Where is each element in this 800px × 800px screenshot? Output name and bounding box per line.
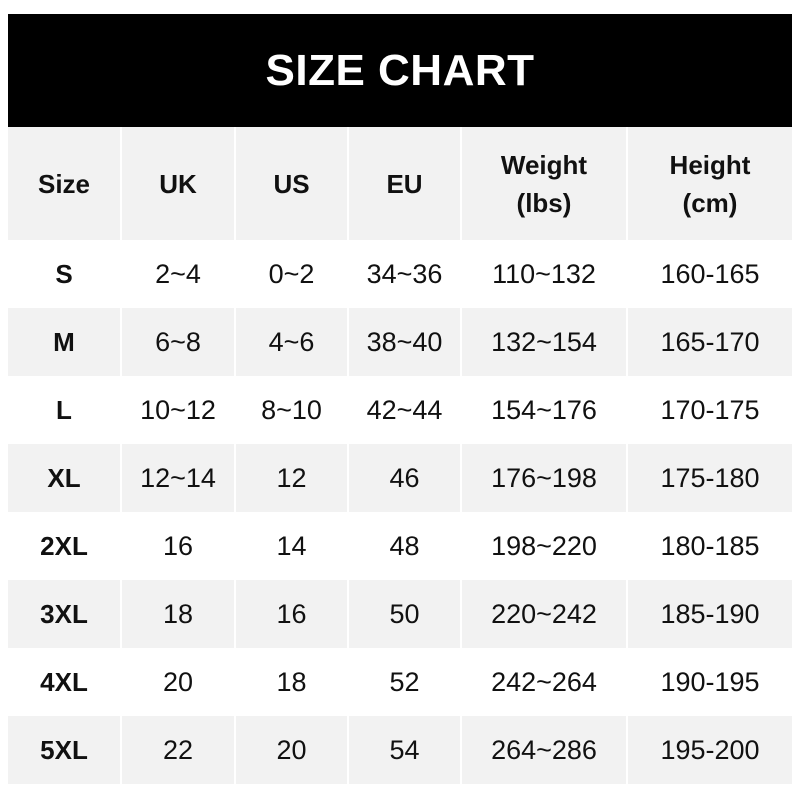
column-header-text: UK (159, 168, 197, 199)
column-header: Size (8, 127, 121, 240)
table-cell: 190-195 (626, 648, 792, 716)
size-label: XL (47, 462, 81, 493)
header-row: Size UK US EU Weight (lbs) Height (cm) (8, 127, 792, 240)
table-row: S 2~4 0~2 34~36 110~132 160-165 (8, 240, 792, 308)
size-label: 2XL (40, 530, 88, 561)
column-header: Weight (lbs) (460, 127, 627, 240)
table-cell: 10~12 (120, 376, 235, 444)
table-cell: 20 (120, 648, 235, 716)
table-row: 3XL 18 16 50 220~242 185-190 (8, 580, 792, 648)
table-cell: 132~154 (460, 308, 627, 376)
table-cell: 175-180 (626, 444, 792, 512)
table-cell: 52 (347, 648, 461, 716)
table-cell: 12~14 (120, 444, 235, 512)
table-cell: 185-190 (626, 580, 792, 648)
page-title: SIZE CHART (8, 14, 792, 127)
table-cell: 176~198 (460, 444, 627, 512)
table-cell: 42~44 (347, 376, 461, 444)
table-cell: 195-200 (626, 716, 792, 784)
column-header-text: EU (386, 168, 423, 199)
column-header-text: (cm) (682, 187, 738, 218)
table-cell: 154~176 (460, 376, 627, 444)
size-label: 5XL (40, 734, 88, 765)
column-header-text: Size (37, 168, 91, 199)
table-cell: 16 (120, 512, 235, 580)
table-cell: 12 (234, 444, 348, 512)
table-cell: 8~10 (234, 376, 348, 444)
table-cell: 180-185 (626, 512, 792, 580)
table-cell: 6~8 (120, 308, 235, 376)
table-cell: 220~242 (460, 580, 627, 648)
table-cell: 198~220 (460, 512, 627, 580)
table-cell: 170-175 (626, 376, 792, 444)
table-cell: 34~36 (347, 240, 461, 308)
size-label: L (56, 394, 72, 425)
table-cell: 242~264 (460, 648, 627, 716)
table-row: M 6~8 4~6 38~40 132~154 165-170 (8, 308, 792, 376)
column-header-text: Height (669, 149, 751, 180)
table-row: 2XL 16 14 48 198~220 180-185 (8, 512, 792, 580)
table-cell: 110~132 (460, 240, 627, 308)
table-cell: 14 (234, 512, 348, 580)
table-cell: 18 (120, 580, 235, 648)
size-label: S (55, 258, 73, 289)
table-row: 4XL 20 18 52 242~264 190-195 (8, 648, 792, 716)
table-cell: 2~4 (120, 240, 235, 308)
table-row: 5XL 22 20 54 264~286 195-200 (8, 716, 792, 784)
column-header: UK (120, 127, 235, 240)
size-label: 4XL (40, 666, 88, 697)
size-label: M (53, 326, 75, 357)
size-label: 3XL (40, 598, 88, 629)
table-cell: 18 (234, 648, 348, 716)
table-cell: 264~286 (460, 716, 627, 784)
table-cell: 48 (347, 512, 461, 580)
table-cell: 0~2 (234, 240, 348, 308)
table-cell: 160-165 (626, 240, 792, 308)
table-cell: 165-170 (626, 308, 792, 376)
size-chart-table: Size UK US EU Weight (lbs) Height (cm) S 2~4 0~2 3… (8, 127, 792, 784)
table-cell: 38~40 (347, 308, 461, 376)
column-header-text: US (273, 168, 310, 199)
column-header-text: Weight (500, 149, 588, 180)
column-header-text: (lbs) (516, 187, 572, 218)
table-row: L 10~12 8~10 42~44 154~176 170-175 (8, 376, 792, 444)
table-cell: 54 (347, 716, 461, 784)
column-header: EU (347, 127, 461, 240)
table-cell: 50 (347, 580, 461, 648)
table-row: XL 12~14 12 46 176~198 175-180 (8, 444, 792, 512)
table-cell: 16 (234, 580, 348, 648)
table-cell: 20 (234, 716, 348, 784)
table-cell: 22 (120, 716, 235, 784)
table-cell: 4~6 (234, 308, 348, 376)
column-header: US (234, 127, 348, 240)
table-cell: 46 (347, 444, 461, 512)
column-header: Height (cm) (626, 127, 792, 240)
